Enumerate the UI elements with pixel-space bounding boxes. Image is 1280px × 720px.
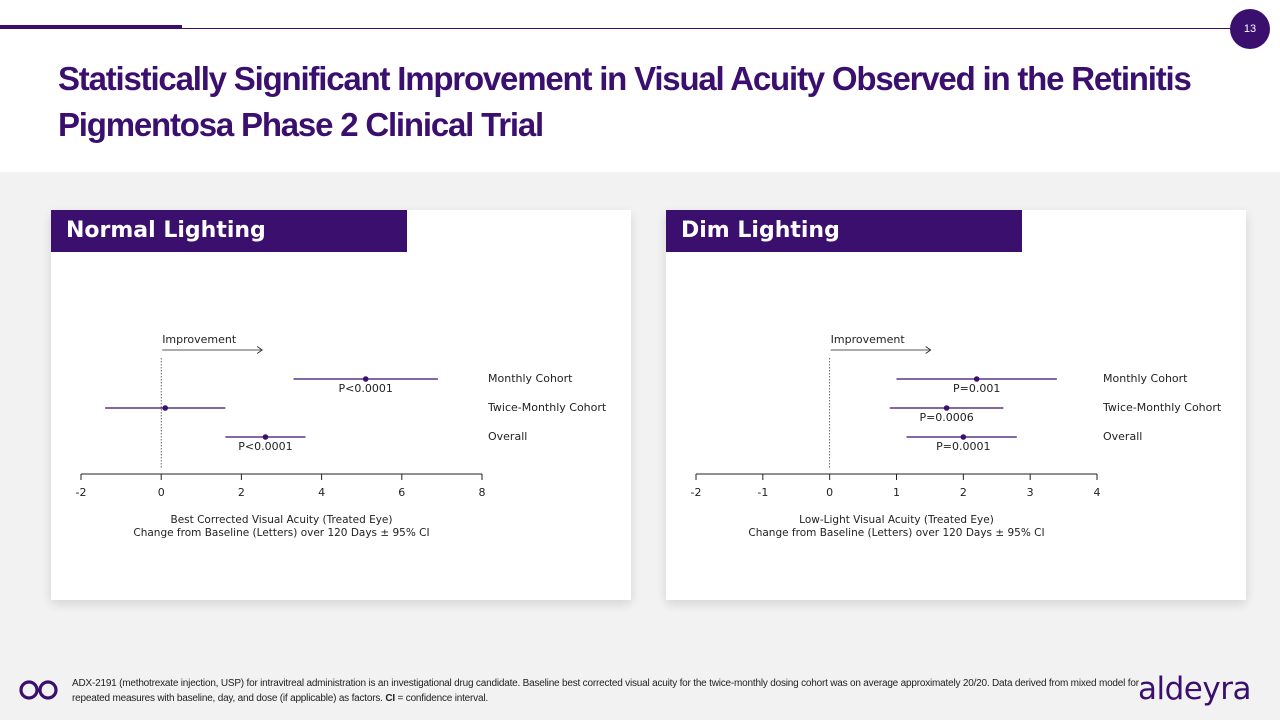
row-label: Monthly Cohort bbox=[488, 372, 573, 385]
footnote-ci-abbrev: CI bbox=[385, 693, 395, 704]
x-tick-label: -2 bbox=[691, 486, 702, 499]
panel-header-normal-lighting: Normal Lighting bbox=[51, 210, 407, 252]
p-value-label: P=0.001 bbox=[953, 382, 1000, 395]
top-accent-bar bbox=[0, 25, 182, 29]
improvement-arrow-head bbox=[256, 346, 263, 354]
row-label: Overall bbox=[1103, 430, 1142, 443]
improvement-label: Improvement bbox=[162, 333, 237, 346]
x-tick-label: 0 bbox=[158, 486, 165, 499]
x-tick-label: 0 bbox=[826, 486, 833, 499]
improvement-arrow-head bbox=[925, 346, 932, 354]
slide-title: Statistically Significant Improvement in… bbox=[58, 60, 1192, 143]
forest-plot-normal-lighting: Improvement -2 0 2 4 6 8 Best Corrected Visual … bbox=[76, 333, 607, 539]
point-estimate bbox=[943, 405, 950, 411]
page-number-badge: 13 bbox=[1230, 9, 1270, 49]
row-label: Overall bbox=[488, 430, 527, 443]
p-value-label: P=0.0006 bbox=[919, 411, 973, 424]
row-label: Monthly Cohort bbox=[1103, 372, 1188, 385]
footnote-text: ADX-2191 (methotrexate injection, USP) f… bbox=[72, 678, 1139, 704]
x-tick-label: 4 bbox=[318, 486, 325, 499]
x-tick-label: 8 bbox=[479, 486, 486, 499]
x-tick-label: -2 bbox=[76, 486, 87, 499]
row-label: Twice-Monthly Cohort bbox=[1102, 401, 1222, 414]
x-axis-title-line1: Best Corrected Visual Acuity (Treated Ey… bbox=[170, 514, 392, 526]
point-estimate bbox=[162, 405, 169, 411]
footnote: ADX-2191 (methotrexate injection, USP) f… bbox=[72, 676, 1140, 706]
point-estimate bbox=[262, 434, 269, 440]
top-rule bbox=[0, 28, 1240, 29]
point-estimate bbox=[960, 434, 967, 440]
x-tick-label: 6 bbox=[398, 486, 405, 499]
x-tick-label: 3 bbox=[1027, 486, 1034, 499]
x-tick-label: 4 bbox=[1094, 486, 1101, 499]
row-label: Twice-Monthly Cohort bbox=[487, 401, 607, 414]
point-estimate bbox=[362, 376, 369, 382]
x-axis-title-line2: Change from Baseline (Letters) over 120 … bbox=[133, 527, 429, 539]
point-estimate bbox=[973, 376, 980, 382]
p-value-label: P<0.0001 bbox=[339, 382, 393, 395]
forest-plot-dim-lighting: Improvement -2 -1 0 1 2 3 4 Low-Light Visual Acu… bbox=[691, 333, 1222, 539]
brand-wordmark: aldeyra bbox=[1138, 671, 1251, 707]
x-tick-label: 2 bbox=[238, 486, 245, 499]
page-number: 13 bbox=[1243, 23, 1257, 35]
footnote-ci-definition: = confidence interval. bbox=[394, 693, 489, 704]
panel-normal-lighting: Normal Lighting Improvement -2 0 2 4 6 8 Best C… bbox=[51, 210, 631, 600]
p-value-label: P<0.0001 bbox=[238, 440, 292, 453]
x-axis-title-line2: Change from Baseline (Letters) over 120 … bbox=[748, 527, 1044, 539]
x-axis-title-line1: Low-Light Visual Acuity (Treated Eye) bbox=[799, 514, 994, 526]
improvement-label: Improvement bbox=[831, 333, 906, 346]
x-tick-label: -1 bbox=[757, 486, 768, 499]
p-value-label: P=0.0001 bbox=[936, 440, 990, 453]
panel-dim-lighting: Dim Lighting Improvement -2 -1 0 1 2 3 4 Low-Lig… bbox=[666, 210, 1246, 600]
x-tick-label: 1 bbox=[893, 486, 900, 499]
panel-header-dim-lighting: Dim Lighting bbox=[666, 210, 1022, 252]
x-tick-label: 2 bbox=[960, 486, 967, 499]
aldeyra-logo-icon bbox=[19, 680, 58, 700]
